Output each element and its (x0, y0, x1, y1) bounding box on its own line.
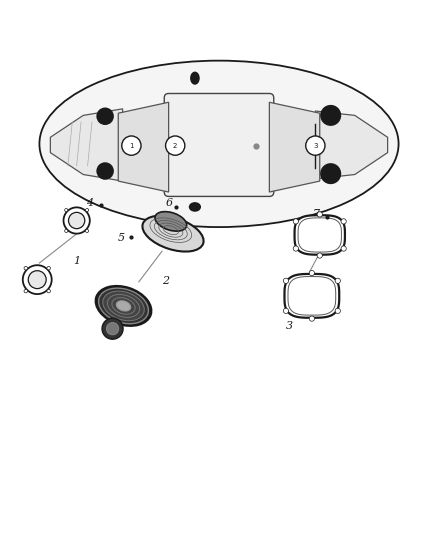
Ellipse shape (190, 71, 200, 85)
Circle shape (335, 278, 340, 284)
Text: 2: 2 (173, 143, 177, 149)
Polygon shape (118, 102, 169, 192)
Circle shape (283, 278, 289, 284)
Polygon shape (269, 102, 320, 192)
Circle shape (47, 266, 50, 270)
Ellipse shape (96, 108, 114, 125)
Ellipse shape (117, 301, 131, 311)
Circle shape (24, 289, 28, 293)
Circle shape (28, 271, 46, 288)
Circle shape (309, 270, 314, 276)
Ellipse shape (320, 105, 341, 126)
Circle shape (85, 208, 88, 212)
Polygon shape (295, 215, 345, 255)
Text: 7: 7 (313, 209, 320, 219)
Text: 6: 6 (166, 198, 173, 208)
Text: 4: 4 (86, 198, 93, 208)
Circle shape (65, 229, 68, 232)
FancyBboxPatch shape (164, 93, 274, 197)
Ellipse shape (155, 212, 187, 231)
Ellipse shape (112, 297, 135, 314)
Circle shape (166, 136, 185, 155)
Circle shape (335, 308, 340, 313)
Circle shape (85, 229, 88, 232)
Text: 1: 1 (73, 256, 80, 266)
Circle shape (23, 265, 52, 294)
Circle shape (317, 253, 322, 258)
Circle shape (122, 136, 141, 155)
Ellipse shape (39, 61, 399, 227)
Text: 2: 2 (162, 276, 169, 286)
Circle shape (24, 266, 28, 270)
Ellipse shape (96, 162, 114, 180)
Text: 5: 5 (118, 233, 125, 243)
Ellipse shape (320, 163, 341, 184)
Circle shape (341, 219, 346, 224)
Circle shape (64, 207, 90, 233)
Circle shape (283, 308, 289, 313)
Circle shape (68, 212, 85, 229)
Polygon shape (315, 111, 388, 179)
Circle shape (293, 219, 298, 224)
Circle shape (309, 316, 314, 321)
Circle shape (306, 136, 325, 155)
Text: 3: 3 (286, 321, 293, 330)
Circle shape (293, 246, 298, 251)
Ellipse shape (107, 294, 140, 317)
Circle shape (47, 289, 50, 293)
Ellipse shape (103, 291, 144, 321)
Circle shape (341, 246, 346, 251)
Polygon shape (50, 109, 123, 181)
Ellipse shape (142, 216, 204, 252)
Circle shape (106, 322, 119, 335)
Ellipse shape (189, 202, 201, 212)
Text: 1: 1 (129, 143, 134, 149)
Text: 3: 3 (313, 143, 318, 149)
Polygon shape (285, 274, 339, 318)
Ellipse shape (96, 286, 151, 326)
Ellipse shape (99, 288, 148, 324)
Circle shape (65, 208, 68, 212)
Circle shape (317, 212, 322, 217)
Circle shape (102, 318, 123, 339)
